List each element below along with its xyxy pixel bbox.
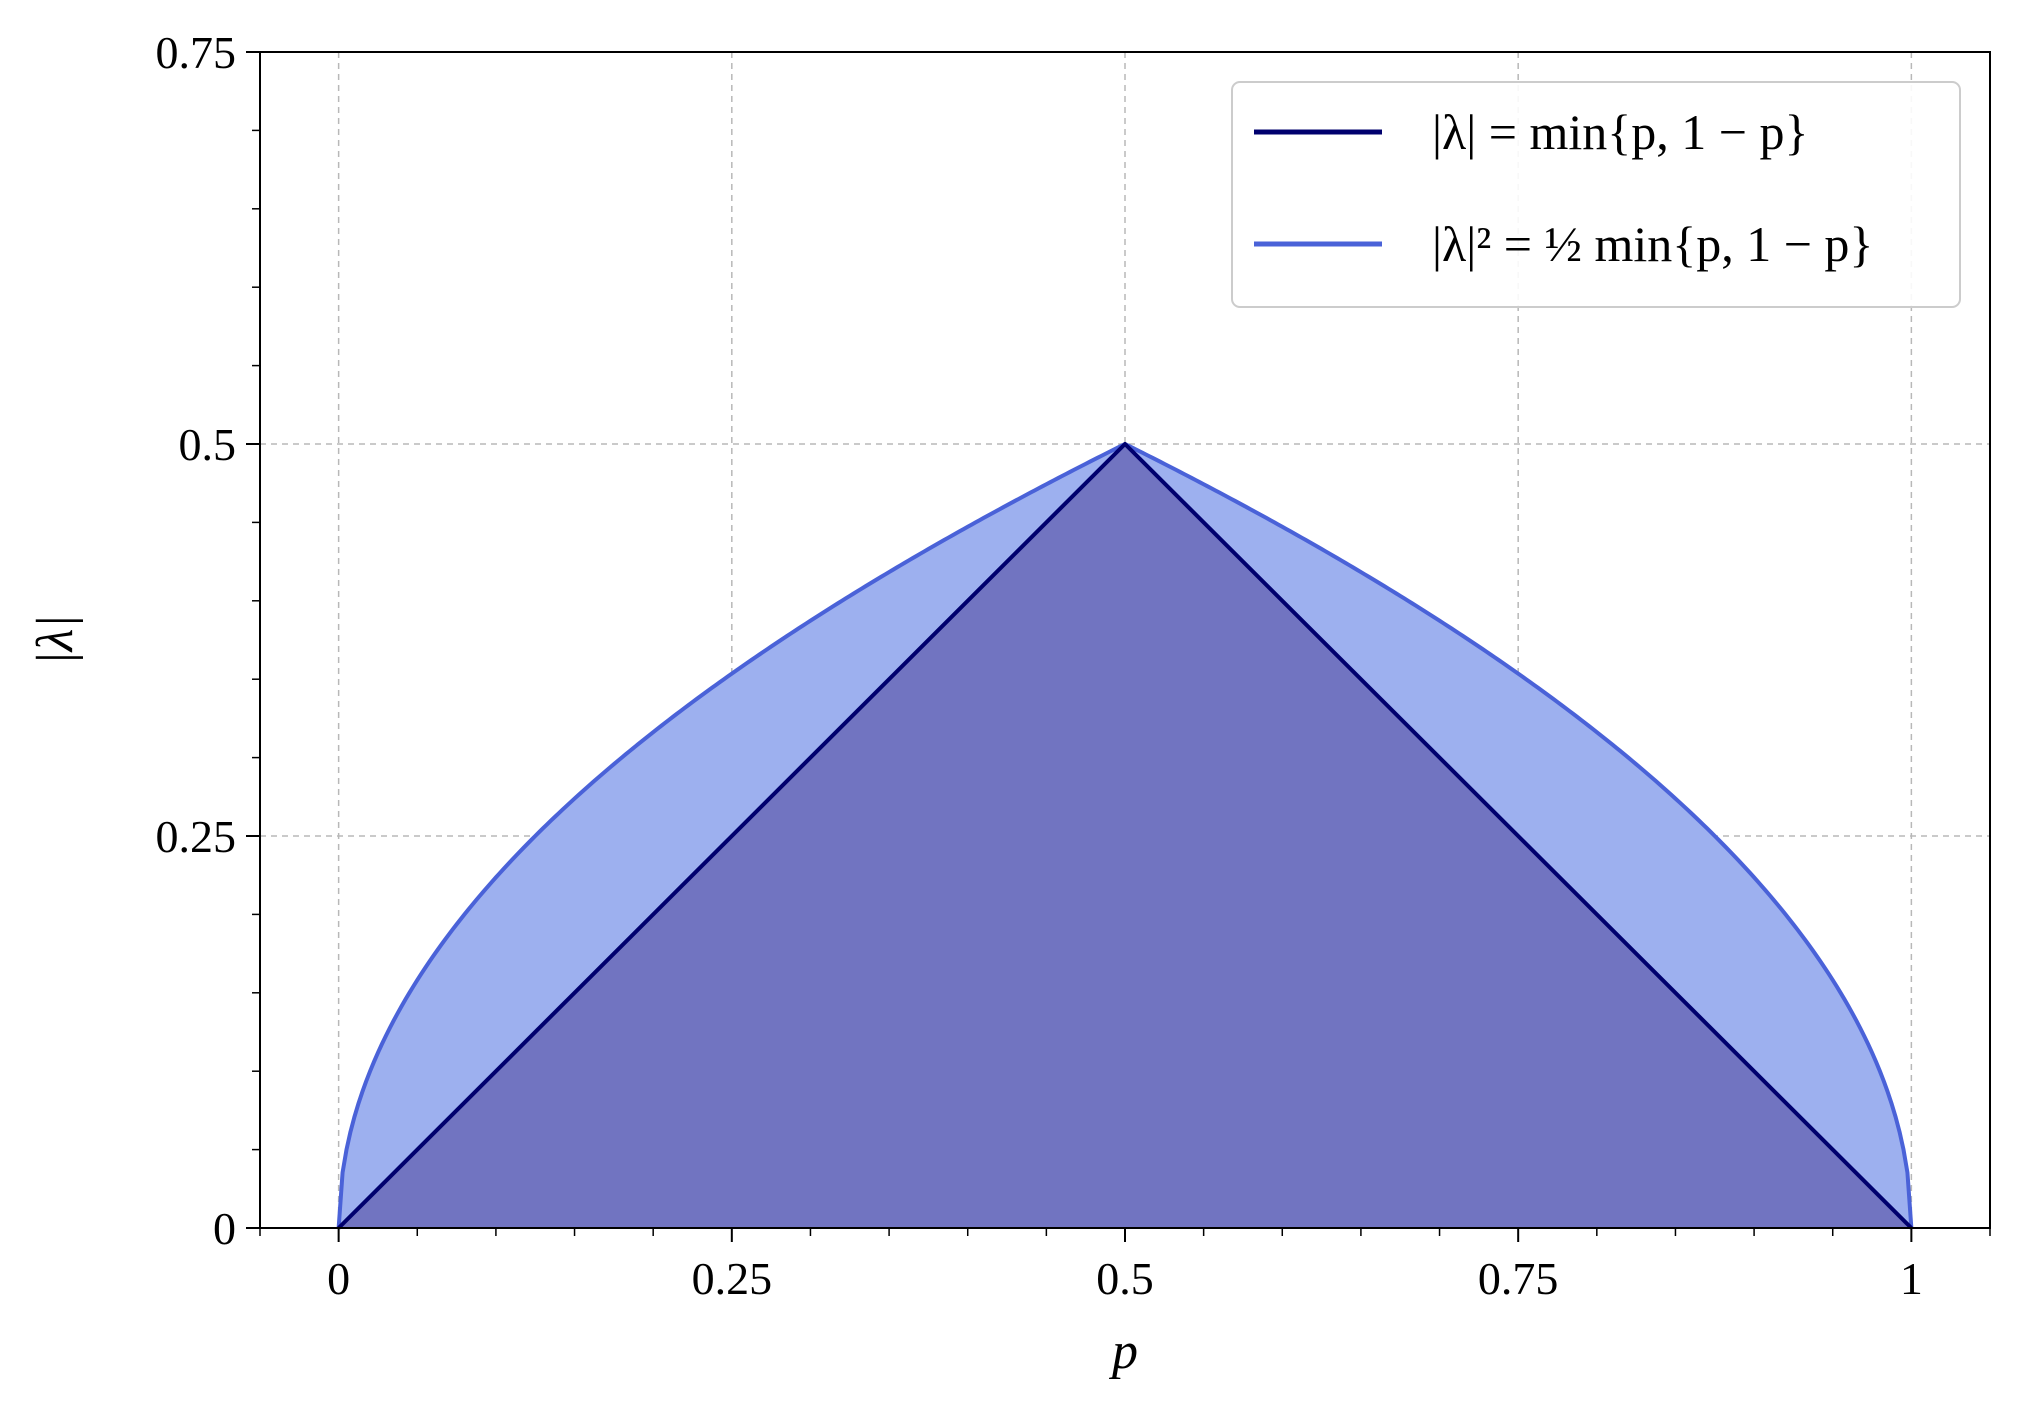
x-tick-label-3: 0.75 — [1478, 1253, 1559, 1304]
y-tick-labels: 0 0.25 0.5 0.75 — [156, 27, 237, 1254]
x-axis-label: p — [1108, 1323, 1138, 1380]
y-tick-label-1: 0.25 — [156, 811, 237, 862]
x-tick-label-1: 0.25 — [692, 1253, 773, 1304]
x-tick-label-4: 1 — [1900, 1253, 1923, 1304]
series-fill-0 — [338, 444, 1912, 1228]
x-tick-labels: 0 0.25 0.5 0.75 1 — [327, 1253, 1923, 1304]
legend-box — [1231, 81, 1961, 308]
y-tick-label-2: 0.5 — [179, 419, 237, 470]
x-tick-label-2: 0.5 — [1096, 1253, 1154, 1304]
y-tick-label-0: 0 — [213, 1203, 236, 1254]
ticks — [246, 51, 1991, 1242]
y-axis-label: |λ| — [27, 614, 84, 665]
legend-label-1: |λ|² = ½ min{p, 1 − p} — [1432, 216, 1873, 272]
legend-label-0: |λ| = min{p, 1 − p} — [1432, 104, 1808, 160]
y-tick-label-3: 0.75 — [156, 27, 237, 78]
x-tick-label-0: 0 — [327, 1253, 350, 1304]
legend: |λ| = min{p, 1 − p} |λ|² = ½ min{p, 1 − p… — [1231, 81, 1961, 308]
series-line-0 — [337, 442, 1913, 1230]
series-lines — [336, 442, 1914, 1230]
fills — [338, 444, 1912, 1228]
